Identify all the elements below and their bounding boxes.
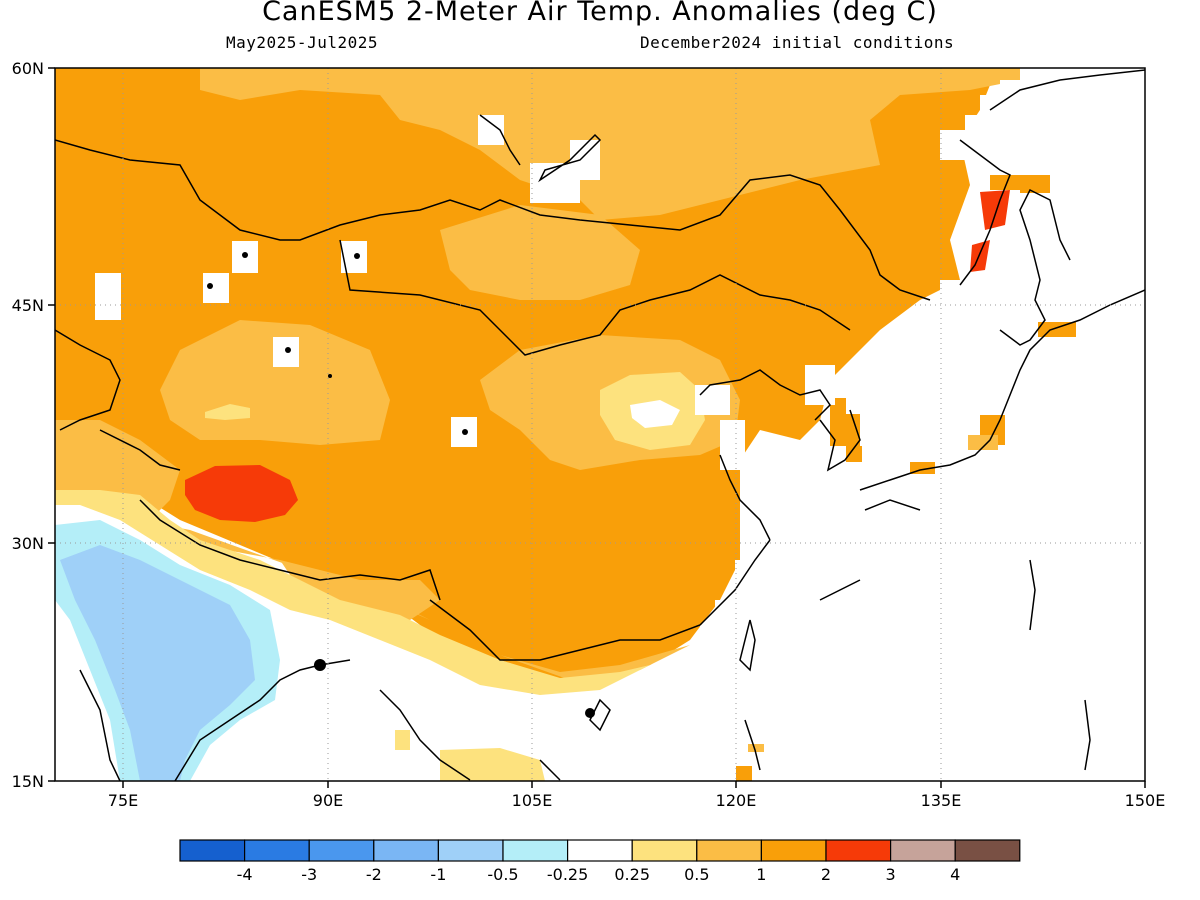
lon-label-120e: 120E [716, 791, 757, 810]
colorbar-tick-label: -1 [430, 865, 446, 884]
colorbar-tick-label: 0.5 [684, 865, 709, 884]
map-frame [54, 67, 1146, 782]
colorbar-tick-label: -0.5 [487, 865, 518, 884]
colorbar-swatch [760, 839, 827, 862]
lon-label-135e: 135E [921, 791, 962, 810]
colorbar-swatch [244, 839, 310, 862]
colorbar-swatch [954, 839, 1021, 862]
initial-conditions: December2024 initial conditions [640, 33, 955, 52]
colorbar-tick-label: -4 [237, 865, 253, 884]
lon-label-75e: 75E [108, 791, 138, 810]
lon-label-90e: 90E [313, 791, 343, 810]
lat-label-45n: 45N [12, 296, 44, 315]
lat-label-60n: 60N [12, 59, 44, 78]
colorbar-swatch [179, 839, 246, 862]
colorbar-swatch [373, 839, 439, 862]
colorbar-tick-label: -2 [366, 865, 382, 884]
graticule [55, 68, 1145, 781]
colorbar-swatch [631, 839, 698, 862]
lat-label-30n: 30N [12, 534, 44, 553]
islands [207, 252, 595, 718]
colorbar-tick-label: 2 [821, 865, 831, 884]
lon-label-150e: 150E [1125, 791, 1166, 810]
colorbar-swatch [308, 839, 375, 862]
colorbar-tick-label: 0.25 [614, 865, 650, 884]
lon-label-105e: 105E [512, 791, 553, 810]
anomaly-region-2-3 [185, 465, 298, 522]
colorbar-swatch [889, 839, 956, 862]
colorbar-swatch [566, 839, 633, 862]
colorbar-tick-label: -3 [301, 865, 317, 884]
colorbar-swatch [502, 839, 569, 862]
forecast-period: May2025-Jul2025 [226, 33, 378, 52]
colorbar-tick-label: 1 [756, 865, 766, 884]
anomaly-field [55, 68, 1145, 781]
colorbar-tick-label: 4 [950, 865, 960, 884]
colorbar-swatch [696, 839, 762, 862]
coastlines [55, 69, 1145, 781]
colorbar-swatch [825, 839, 892, 862]
anomaly-region-0_5-1 [200, 68, 1020, 220]
anomaly-region-neg1-neg0_5 [60, 545, 255, 781]
map-title: CanESM5 2-Meter Air Temp. Anomalies (deg… [262, 0, 938, 27]
lat-label-15n: 15N [12, 772, 44, 791]
colorbar-tick-label: -0.25 [547, 865, 588, 884]
colorbar-swatch [437, 839, 504, 862]
colorbar-tick-label: 3 [886, 865, 896, 884]
colorbar: -4 -3 -2 -1 -0.5 -0.25 0.25 0.5 1 2 3 4 [179, 839, 1021, 884]
